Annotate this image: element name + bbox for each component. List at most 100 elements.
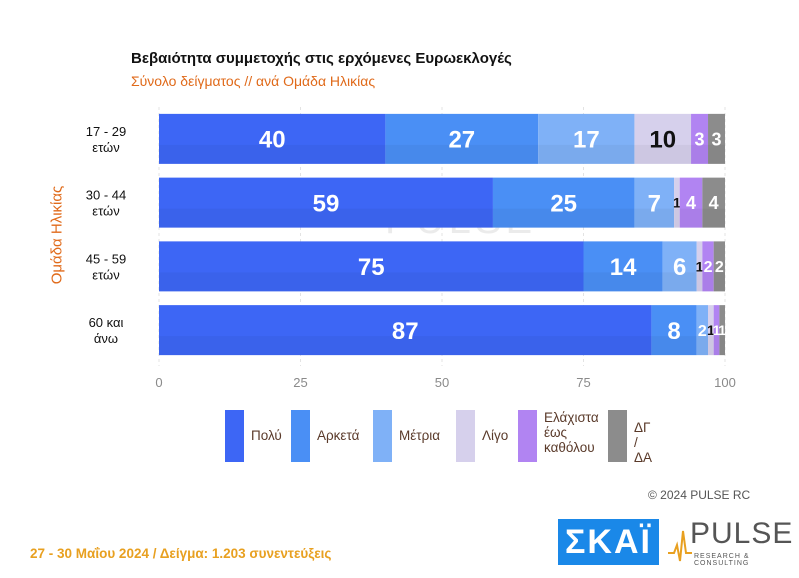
legend-label-line: Ελάχιστα	[544, 410, 599, 425]
category-label: 60 και άνω	[89, 315, 124, 346]
category-label-line: 17 - 29	[86, 124, 126, 139]
bar-segment	[538, 113, 635, 164]
x-tick-label: 100	[714, 375, 736, 390]
legend-swatch	[225, 410, 244, 462]
footer-fieldwork: 27 - 30 Μαΐου 2024 / Δείγμα: 1.203 συνεν…	[30, 546, 332, 561]
data-label: 40	[259, 127, 286, 154]
bar-segment-shade	[634, 208, 675, 228]
bar-segment	[691, 113, 709, 164]
bar-segment	[713, 241, 725, 292]
data-label: 27	[448, 127, 475, 154]
x-tick-label: 75	[576, 375, 590, 390]
bar-segment	[385, 113, 539, 164]
legend-label: Αρκετά	[317, 428, 359, 443]
bar-segment	[702, 241, 714, 292]
legend-label: Πολύ	[251, 428, 282, 443]
bar-segment	[492, 177, 635, 228]
bar-segment-shade	[696, 272, 703, 292]
legend-label-line: Μέτρια	[399, 428, 441, 443]
legend-label-line: έως	[544, 425, 568, 440]
category-label-line: ετών	[92, 140, 119, 155]
data-label: 4	[709, 193, 719, 213]
legend-label: Ελάχιστα έως καθόλου	[544, 410, 599, 455]
pulse-logo-name: PULSE	[690, 517, 794, 550]
legend-label: Λίγο	[482, 428, 508, 443]
pulse-wave-icon	[668, 530, 692, 562]
bar-segment-shade	[159, 272, 584, 292]
bar-segment	[634, 177, 675, 228]
bar-segment-shade	[159, 208, 493, 228]
bar-segment-shade	[385, 144, 539, 164]
data-label: 87	[392, 318, 419, 345]
legend-swatch	[291, 410, 310, 462]
bar-segment-shade	[674, 208, 680, 228]
pulse-logo: PULSE RESEARCH & CONSULTING	[668, 517, 793, 567]
data-label: 3	[695, 129, 705, 149]
legend-label-line: Πολύ	[251, 428, 282, 443]
category-label: 17 - 29 ετών	[86, 124, 126, 155]
bar-segment	[662, 241, 697, 292]
bar-segment	[679, 177, 703, 228]
bar-segment-shade	[538, 144, 635, 164]
bar-segment-shade	[708, 144, 725, 164]
category-label: 30 - 44 ετών	[86, 188, 126, 219]
bar-segment	[159, 241, 584, 292]
category-label-line: άνω	[94, 331, 118, 346]
legend-swatch	[608, 410, 627, 462]
data-label: 6	[673, 254, 686, 281]
bar-segment-shade	[159, 144, 386, 164]
bar-segment	[696, 241, 703, 292]
pulse-logo-subtitle: RESEARCH & CONSULTING	[694, 553, 750, 567]
legend-label-line: Αρκετά	[317, 428, 360, 443]
data-label: 25	[550, 190, 577, 217]
data-label: 4	[686, 193, 696, 213]
bar-segment	[696, 305, 709, 356]
bar-segment-shade	[492, 208, 635, 228]
bar-segment	[708, 113, 725, 164]
x-tick-label: 50	[435, 375, 449, 390]
legend-swatch	[518, 410, 537, 462]
bar-segment	[651, 305, 697, 356]
bar-segment-shade	[651, 336, 697, 356]
bar-segment-shade	[708, 336, 714, 356]
data-label: 75	[358, 254, 385, 281]
bar-segment	[634, 113, 692, 164]
x-tick-label: 0	[155, 375, 162, 390]
legend-label-line: καθόλου	[544, 440, 595, 455]
category-label-line: ετών	[92, 267, 119, 282]
bar-segment	[583, 241, 663, 292]
bar-segment-shade	[702, 208, 725, 228]
legend-label-line: ΔΑ	[634, 450, 653, 465]
category-label-line: 45 - 59	[86, 251, 126, 266]
skai-logo: ΣΚΑΪ	[558, 519, 659, 565]
category-label-line: ετών	[92, 204, 119, 219]
data-label: 1	[673, 195, 681, 211]
chart-title: Βεβαιότητα συμμετοχής στις ερχόμενες Ευρ…	[131, 50, 512, 67]
data-label: 1	[713, 322, 721, 338]
bar-segment-shade	[691, 144, 709, 164]
data-label: 2	[698, 323, 707, 340]
chart-subtitle: Σύνολο δείγματος // ανά Ομάδα Ηλικίας	[131, 73, 376, 89]
data-label: 2	[715, 259, 724, 276]
bar-segment	[159, 305, 652, 356]
data-label: 7	[648, 190, 661, 217]
bar-segment	[713, 305, 720, 356]
bar-segment	[674, 177, 680, 228]
bar-segment-shade	[634, 144, 692, 164]
data-label: 3	[712, 129, 722, 149]
bar-segment	[708, 305, 714, 356]
data-label: 10	[649, 127, 676, 154]
bar-segment	[702, 177, 725, 228]
category-label-line: 60 και	[89, 315, 124, 330]
bar-segment-shade	[702, 272, 714, 292]
x-tick-label: 25	[293, 375, 307, 390]
category-label-line: 30 - 44	[86, 188, 126, 203]
bar-segment-shade	[696, 336, 709, 356]
bar-segment	[159, 113, 386, 164]
legend-swatch	[373, 410, 392, 462]
data-label: 1	[718, 322, 726, 338]
legend-label-line: ΔΓ /	[634, 420, 651, 450]
data-label: 1	[696, 258, 704, 274]
category-label: 45 - 59 ετών	[86, 251, 126, 282]
